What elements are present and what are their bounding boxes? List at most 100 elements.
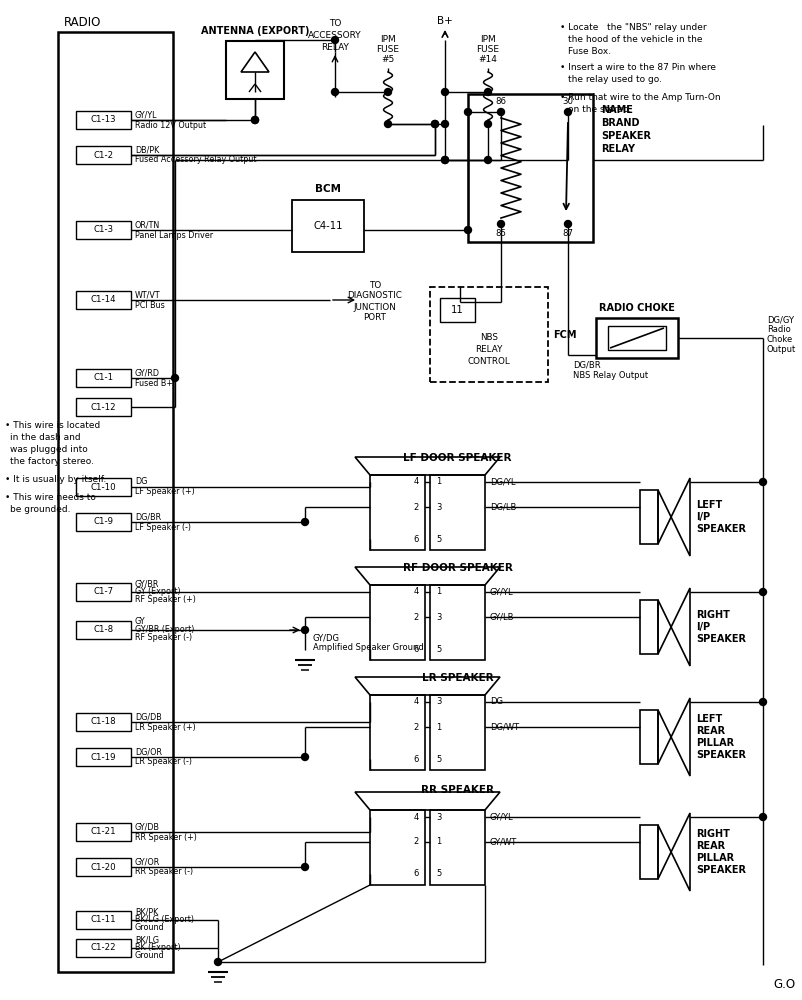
Bar <box>225 41 284 99</box>
Text: Fused Accessory Relay Output: Fused Accessory Relay Output <box>135 155 256 164</box>
Text: LF Speaker (+): LF Speaker (+) <box>135 488 195 496</box>
Text: RADIO CHOKE: RADIO CHOKE <box>598 303 674 313</box>
Text: NAME: NAME <box>600 105 632 115</box>
Text: RR Speaker (+): RR Speaker (+) <box>135 832 196 842</box>
Text: OR/TN: OR/TN <box>135 221 160 230</box>
Text: LEFT: LEFT <box>695 714 721 724</box>
Circle shape <box>301 518 308 526</box>
Circle shape <box>441 89 448 96</box>
Text: 1: 1 <box>435 838 441 846</box>
Text: Panel Lamps Driver: Panel Lamps Driver <box>135 231 213 239</box>
Text: BK/LG (Export): BK/LG (Export) <box>135 916 194 924</box>
Text: GY/RD: GY/RD <box>135 368 160 377</box>
Circle shape <box>301 754 308 760</box>
Text: Choke: Choke <box>766 336 792 344</box>
Text: C1-13: C1-13 <box>91 115 116 124</box>
Text: FUSE: FUSE <box>376 45 399 54</box>
Text: C1-2: C1-2 <box>93 150 113 159</box>
Circle shape <box>384 120 391 127</box>
Text: DIAGNOSTIC: DIAGNOSTIC <box>347 292 402 300</box>
Bar <box>429 695 484 770</box>
Text: RR SPEAKER: RR SPEAKER <box>420 785 493 795</box>
Text: C1-21: C1-21 <box>91 828 116 836</box>
Text: DG/YL: DG/YL <box>489 478 515 487</box>
Text: 1: 1 <box>435 587 441 596</box>
Text: GY/YL: GY/YL <box>135 110 157 119</box>
Text: • Run that wire to the Amp Turn-On: • Run that wire to the Amp Turn-On <box>559 93 719 102</box>
Text: BK/PK: BK/PK <box>135 908 158 916</box>
Text: Fuse Box.: Fuse Box. <box>567 46 610 55</box>
Text: LR Speaker (-): LR Speaker (-) <box>135 758 192 766</box>
Bar <box>429 475 484 550</box>
Bar <box>58 32 172 972</box>
Text: 2: 2 <box>413 502 419 512</box>
Circle shape <box>301 863 308 870</box>
Bar <box>76 911 131 929</box>
Text: 6: 6 <box>413 534 419 544</box>
Text: 86: 86 <box>495 98 506 106</box>
Text: #14: #14 <box>478 55 496 64</box>
Text: C1-14: C1-14 <box>91 296 116 304</box>
Text: the factory stereo.: the factory stereo. <box>10 456 94 466</box>
Text: CONTROL: CONTROL <box>467 357 510 365</box>
Bar <box>370 695 424 770</box>
Circle shape <box>497 108 504 115</box>
Bar <box>76 713 131 731</box>
Text: SPEAKER: SPEAKER <box>695 524 745 534</box>
Text: 1: 1 <box>435 722 441 732</box>
Text: DG/BR: DG/BR <box>573 360 600 369</box>
Bar <box>76 823 131 841</box>
Bar <box>76 621 131 639</box>
Text: 3: 3 <box>435 812 441 822</box>
Circle shape <box>214 958 221 966</box>
Circle shape <box>484 89 491 96</box>
Text: DG/DB: DG/DB <box>135 712 161 722</box>
Text: Amplified Speaker Ground: Amplified Speaker Ground <box>313 644 423 652</box>
Bar <box>595 318 677 358</box>
Text: PILLAR: PILLAR <box>695 853 733 863</box>
Text: PORT: PORT <box>363 314 386 322</box>
Text: 87: 87 <box>561 230 573 238</box>
Text: BK (Export): BK (Export) <box>135 944 180 952</box>
Circle shape <box>441 156 448 163</box>
Text: GY/WT: GY/WT <box>489 838 516 846</box>
Text: LF Speaker (-): LF Speaker (-) <box>135 522 191 532</box>
Text: 4: 4 <box>413 478 419 487</box>
Text: C1-8: C1-8 <box>93 626 113 635</box>
Text: 3: 3 <box>435 612 441 621</box>
Text: BK/LG: BK/LG <box>135 936 159 944</box>
Text: GY/DB: GY/DB <box>135 822 160 832</box>
Text: RR Speaker (-): RR Speaker (-) <box>135 867 193 876</box>
Text: Fused B+: Fused B+ <box>135 378 172 387</box>
Bar <box>607 326 665 350</box>
Circle shape <box>441 156 448 163</box>
Circle shape <box>759 588 766 595</box>
Text: SPEAKER: SPEAKER <box>695 865 745 875</box>
Text: 4: 4 <box>413 698 419 706</box>
Text: TO: TO <box>368 280 381 290</box>
Bar <box>370 810 424 885</box>
Text: Radio: Radio <box>766 326 790 334</box>
Circle shape <box>759 698 766 706</box>
Text: REAR: REAR <box>695 841 724 851</box>
Text: IPM: IPM <box>480 35 496 44</box>
Text: RF Speaker (+): RF Speaker (+) <box>135 595 196 604</box>
Text: on the stereo.: on the stereo. <box>567 104 630 113</box>
Text: 11: 11 <box>450 305 463 315</box>
Text: #5: #5 <box>381 55 394 64</box>
Text: SPEAKER: SPEAKER <box>695 750 745 760</box>
Bar <box>76 111 131 129</box>
Text: DG/LB: DG/LB <box>489 502 516 512</box>
Text: 2: 2 <box>413 612 419 621</box>
Text: ANTENNA (EXPORT): ANTENNA (EXPORT) <box>200 26 309 36</box>
Bar <box>370 475 424 550</box>
Text: LR SPEAKER: LR SPEAKER <box>421 673 492 683</box>
Circle shape <box>331 36 338 43</box>
Text: DG/BR: DG/BR <box>135 512 161 522</box>
Text: RELAY: RELAY <box>600 144 634 154</box>
Circle shape <box>251 116 258 123</box>
Bar <box>429 287 547 382</box>
Text: TO: TO <box>328 18 341 27</box>
Text: Ground: Ground <box>135 924 164 932</box>
Text: GY/OR: GY/OR <box>135 857 160 866</box>
